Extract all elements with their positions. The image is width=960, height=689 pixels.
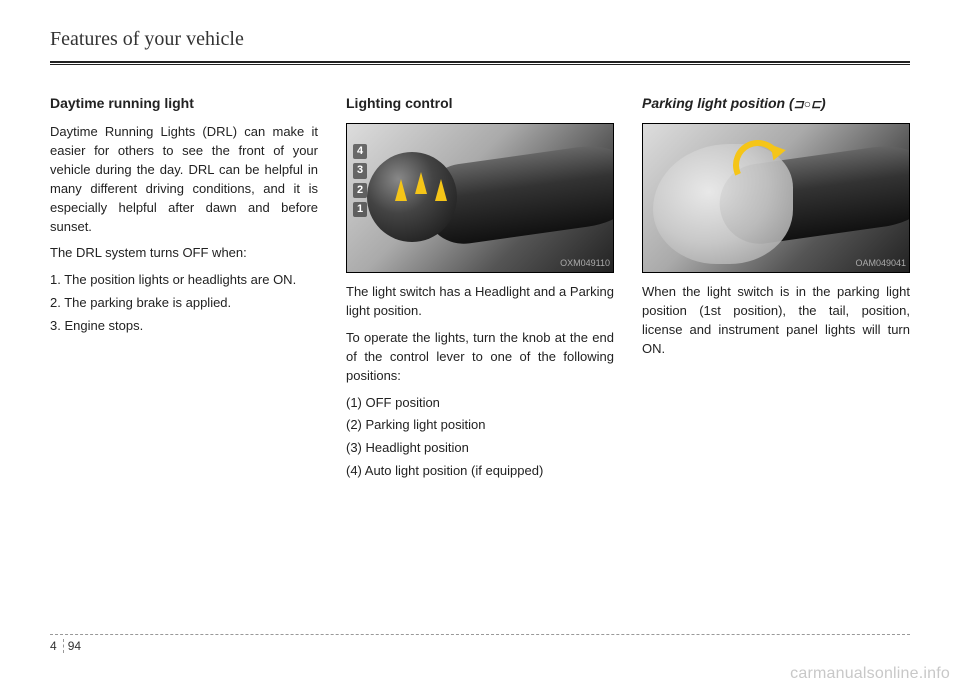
figure-label-3: 3 [353, 163, 367, 178]
arrow-icon [415, 172, 427, 194]
parking-light-figure [642, 123, 910, 273]
page-footer: 4 94 [50, 634, 910, 653]
figure-label-1: 1 [353, 202, 367, 217]
column-2: Lighting control 4 3 2 1 OXM049110 The l… [346, 93, 614, 485]
manual-page: Features of your vehicle Daytime running… [0, 0, 960, 689]
page-header: Features of your vehicle [50, 28, 910, 57]
column-3: Parking light position (⊐○⊏) OAM049041 W… [642, 93, 910, 485]
figure-position-labels: 4 3 2 1 [353, 144, 367, 221]
footer-rule [50, 634, 910, 635]
col2-pos-1: (1) OFF position [346, 394, 614, 413]
col1-item-3: 3. Engine stops. [50, 317, 318, 336]
footer-section: 4 [50, 639, 64, 653]
content-columns: Daytime running light Daytime Running Li… [50, 93, 910, 485]
col3-heading: Parking light position (⊐○⊏) [642, 93, 910, 113]
col2-pos-3: (3) Headlight position [346, 439, 614, 458]
arrow-icon [395, 179, 407, 201]
col1-p1: Daytime Running Lights (DRL) can make it… [50, 123, 318, 236]
arrow-icon [435, 179, 447, 201]
col3-p1: When the light switch is in the parking … [642, 283, 910, 358]
col3-heading-prefix: Parking light position ( [642, 95, 794, 111]
col2-pos-4: (4) Auto light position (if equipped) [346, 462, 614, 481]
col1-item-2: 2. The parking brake is applied. [50, 294, 318, 313]
header-title: Features of your vehicle [50, 28, 244, 50]
footer-page-numbers: 4 94 [50, 639, 910, 653]
lighting-control-figure: 4 3 2 1 [346, 123, 614, 273]
col1-item-1: 1. The position lights or headlights are… [50, 271, 318, 290]
col3-heading-suffix: ) [821, 95, 826, 111]
figure-label-2: 2 [353, 183, 367, 198]
col1-p2: The DRL system turns OFF when: [50, 244, 318, 263]
col1-heading: Daytime running light [50, 93, 318, 113]
column-1: Daytime running light Daytime Running Li… [50, 93, 318, 485]
footer-page: 94 [68, 639, 81, 653]
col2-p2: To operate the lights, turn the knob at … [346, 329, 614, 386]
figure-label-4: 4 [353, 144, 367, 159]
col2-p1: The light switch has a Headlight and a P… [346, 283, 614, 321]
col2-heading: Lighting control [346, 93, 614, 113]
watermark: carmanualsonline.info [790, 665, 950, 683]
figure1-code: OXM049110 [560, 258, 610, 268]
header-rule [50, 61, 910, 65]
parking-light-icon: ⊐○⊏ [794, 96, 821, 113]
figure2-code: OAM049041 [855, 258, 906, 268]
col2-pos-2: (2) Parking light position [346, 416, 614, 435]
